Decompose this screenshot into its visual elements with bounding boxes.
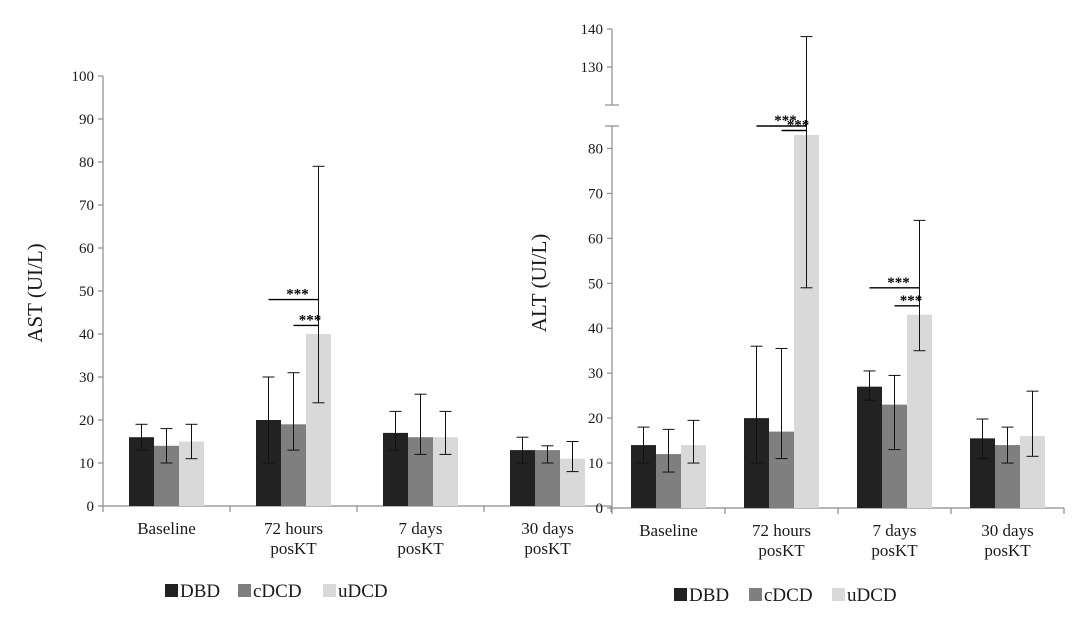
legend-label: uDCD bbox=[338, 581, 388, 602]
y-tick-label: 70 bbox=[588, 186, 603, 202]
significance-marker: *** bbox=[286, 287, 309, 303]
x-category-label: posKT bbox=[524, 539, 571, 558]
significance-marker: *** bbox=[900, 293, 923, 309]
x-category-label: 7 days bbox=[399, 519, 443, 538]
x-category-label: 7 days bbox=[873, 521, 917, 540]
y-tick-label: 80 bbox=[588, 141, 603, 157]
x-category-label: Baseline bbox=[639, 521, 698, 540]
y-tick-label: 50 bbox=[79, 284, 94, 300]
y-tick-label: 40 bbox=[79, 327, 94, 343]
y-tick-label: 20 bbox=[79, 413, 94, 429]
x-category-label: 72 hours bbox=[752, 521, 811, 540]
chart-panel-2: 0 10 20 30 40 50 60 70 80 130 140 ALT (UI/L) Baselin… bbox=[527, 22, 1065, 606]
x-category-label: posKT bbox=[984, 541, 1031, 560]
legend-swatch bbox=[832, 588, 845, 601]
x-category-label: Baseline bbox=[137, 519, 196, 538]
y-tick-label: 40 bbox=[588, 321, 603, 337]
legend-swatch bbox=[674, 588, 687, 601]
x-category-label: posKT bbox=[758, 541, 805, 560]
significance-marker: *** bbox=[774, 113, 797, 129]
y-tick-label: 10 bbox=[79, 456, 94, 472]
y-tick-label: 60 bbox=[79, 241, 94, 257]
bar-dbd bbox=[857, 386, 882, 508]
y-axis-title: AST (UI/L) bbox=[23, 243, 47, 342]
y-tick-label: 30 bbox=[79, 370, 94, 386]
legend-label: cDCD bbox=[764, 585, 813, 606]
y-tick-label: 80 bbox=[79, 155, 94, 171]
x-category-label: posKT bbox=[397, 539, 444, 558]
legend-swatch bbox=[238, 584, 251, 597]
y-tick-label: 100 bbox=[72, 69, 95, 85]
y-tick-label: 60 bbox=[588, 231, 603, 247]
x-category-label: 72 hours bbox=[264, 519, 323, 538]
significance-marker: *** bbox=[299, 312, 322, 328]
y-tick-label: 20 bbox=[588, 411, 603, 427]
y-tick-label: 90 bbox=[79, 112, 94, 128]
y-tick-label: 0 bbox=[87, 499, 95, 515]
y-tick-label: 70 bbox=[79, 198, 94, 214]
x-category-label: 30 days bbox=[521, 519, 573, 538]
significance-marker: *** bbox=[787, 117, 810, 133]
y-tick-label: 30 bbox=[588, 366, 603, 382]
legend-swatch bbox=[165, 584, 178, 597]
x-category-label: posKT bbox=[270, 539, 317, 558]
legend-label: uDCD bbox=[847, 585, 897, 606]
y-tick-label: 130 bbox=[581, 60, 604, 76]
x-category-label: posKT bbox=[871, 541, 918, 560]
legend-label: DBD bbox=[689, 585, 729, 606]
y-tick-label: 50 bbox=[588, 276, 603, 292]
x-category-label: 30 days bbox=[981, 521, 1033, 540]
y-tick-label: 140 bbox=[581, 22, 604, 38]
y-tick-label: 10 bbox=[588, 456, 603, 472]
legend-label: DBD bbox=[180, 581, 220, 602]
y-tick-label: 0 bbox=[596, 501, 604, 517]
legend-swatch bbox=[749, 588, 762, 601]
y-axis-title: ALT (UI/L) bbox=[527, 234, 551, 333]
legend-swatch bbox=[323, 584, 336, 597]
legend-label: cDCD bbox=[253, 581, 302, 602]
significance-marker: *** bbox=[887, 275, 910, 291]
